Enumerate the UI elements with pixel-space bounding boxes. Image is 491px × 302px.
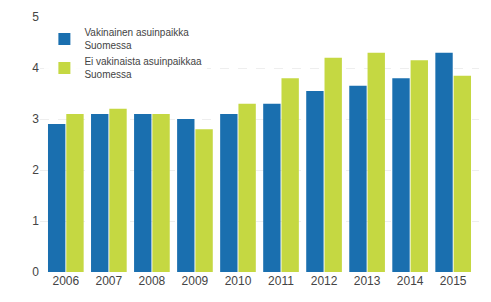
svg-text:Ei vakinaista asuinpaikkaaSuom: Ei vakinaista asuinpaikkaaSuomessa [84, 56, 202, 80]
svg-text:2007: 2007 [96, 274, 123, 288]
svg-text:0: 0 [32, 265, 39, 279]
svg-text:Vakinainen asuinpaikkaSuomessa: Vakinainen asuinpaikkaSuomessa [84, 27, 189, 51]
svg-text:2006: 2006 [52, 274, 79, 288]
svg-text:2015: 2015 [440, 274, 467, 288]
svg-text:2010: 2010 [225, 274, 252, 288]
svg-text:2: 2 [32, 163, 39, 177]
svg-text:3: 3 [32, 112, 39, 126]
svg-text:2014: 2014 [397, 274, 424, 288]
svg-text:2013: 2013 [354, 274, 381, 288]
svg-text:2008: 2008 [139, 274, 166, 288]
svg-text:4: 4 [32, 61, 39, 75]
svg-text:2009: 2009 [182, 274, 209, 288]
svg-text:2011: 2011 [268, 274, 294, 288]
svg-text:1: 1 [32, 214, 39, 228]
svg-text:2012: 2012 [311, 274, 338, 288]
svg-text:5: 5 [32, 10, 39, 24]
